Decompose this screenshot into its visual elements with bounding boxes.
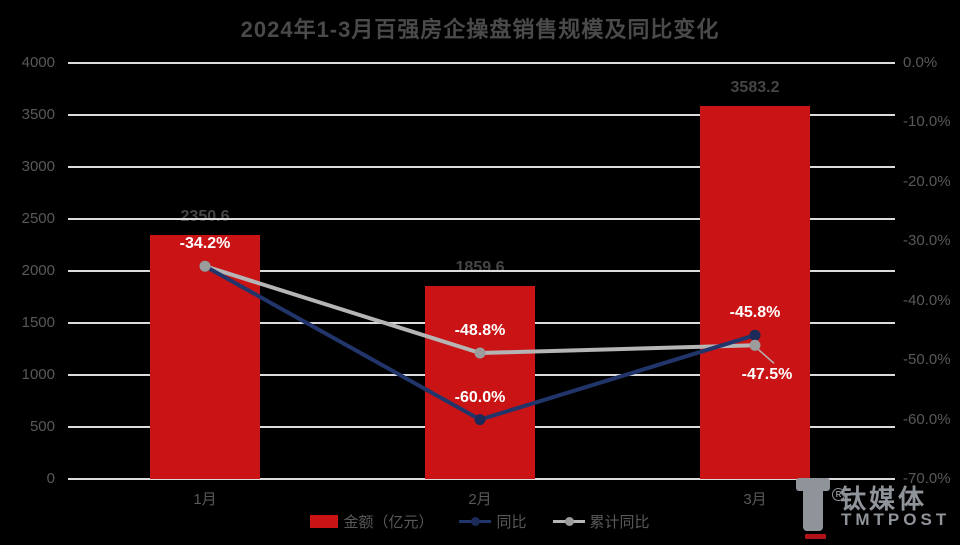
cumulative-yoy-line-swatch-icon — [552, 517, 585, 526]
yoy-point-label: -34.2% — [179, 235, 231, 253]
tmtpost-watermark: R 钛媒体 TMTPOST — [796, 472, 960, 544]
bar-swatch-icon — [310, 515, 339, 528]
legend-item-amount: 金额（亿元） — [310, 511, 433, 532]
x-axis-label: 1月 — [193, 491, 217, 508]
x-axis-label: 2月 — [468, 491, 492, 508]
right-axis-tick: -50.0% — [903, 351, 951, 369]
bar — [425, 285, 535, 479]
tmtpost-logo-red-accent — [805, 534, 826, 539]
left-axis-tick: 2500 — [21, 210, 55, 227]
legend-label-yoy: 同比 — [496, 514, 527, 531]
gridline — [68, 114, 895, 116]
left-axis-tick: 1000 — [21, 366, 55, 383]
cumulative-yoy-point-label: -47.5% — [741, 366, 793, 384]
right-axis-tick: -20.0% — [903, 172, 951, 190]
right-axis-tick: -70.0% — [903, 470, 951, 487]
left-axis-tick: 1500 — [21, 314, 55, 331]
yoy-point-label: -60.0% — [454, 388, 506, 406]
left-axis-tick: 3000 — [21, 158, 55, 175]
cumulative-yoy-point-label: -48.8% — [454, 322, 506, 339]
gridline — [68, 218, 895, 220]
bar — [700, 106, 810, 479]
yoy-line-swatch-icon — [459, 517, 492, 526]
right-axis-tick: -60.0% — [903, 410, 951, 428]
yoy-point-label: -45.8% — [729, 304, 781, 322]
bar-value-label: 3583.2 — [730, 79, 780, 97]
watermark-brand-name: 钛媒体 — [840, 484, 928, 514]
legend-label-amount: 金额（亿元） — [343, 514, 434, 531]
bar-value-label: 2350.6 — [180, 207, 230, 225]
left-axis-tick: 2000 — [21, 262, 55, 279]
tmtpost-t-logo-icon — [803, 478, 823, 531]
chart-title: 2024年1-3月百强房企操盘销售规模及同比变化 — [240, 17, 720, 42]
legend-label-cumulative-yoy: 累计同比 — [589, 514, 650, 531]
left-axis-tick: 4000 — [21, 54, 55, 71]
gridline — [68, 62, 895, 64]
gridline — [68, 166, 895, 168]
legend-item-cumulative-yoy: 累计同比 — [552, 511, 650, 532]
legend-item-yoy: 同比 — [459, 511, 527, 532]
bar-value-label: 1859.6 — [455, 258, 505, 276]
bar — [150, 234, 260, 479]
right-axis-tick: 0.0% — [903, 54, 938, 71]
gridline — [68, 478, 895, 480]
watermark-brand-name-en: TMTPOST — [841, 510, 951, 529]
legend: 金额（亿元） 同比 累计同比 — [0, 511, 960, 532]
registered-trademark-icon: R — [832, 488, 845, 501]
right-axis-tick: -30.0% — [903, 232, 951, 250]
left-axis-tick: 3500 — [21, 106, 55, 123]
x-axis-label: 3月 — [743, 491, 767, 508]
right-axis-tick: -40.0% — [903, 291, 951, 309]
right-axis-tick: -10.0% — [903, 113, 951, 131]
left-axis-tick: 0 — [46, 470, 55, 487]
left-axis-tick: 500 — [29, 418, 55, 435]
